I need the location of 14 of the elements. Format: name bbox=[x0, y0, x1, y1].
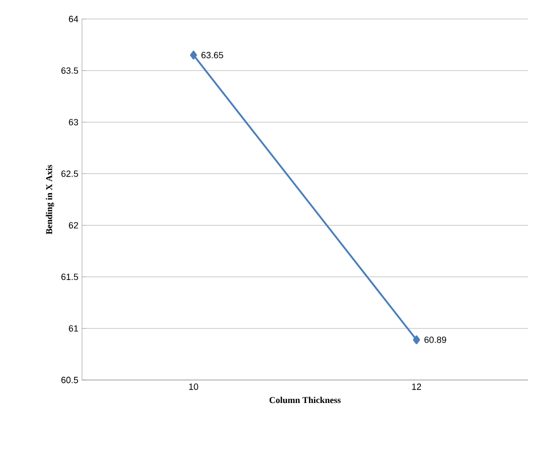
y-tick-label: 63 bbox=[68, 118, 78, 126]
y-tick-label: 61.5 bbox=[61, 274, 78, 280]
y-tick-label: 62.5 bbox=[61, 170, 78, 177]
y-tick-label: 63.5 bbox=[61, 67, 78, 74]
x-tick-label: 12 bbox=[412, 384, 422, 390]
y-tick-label: 61 bbox=[68, 325, 78, 332]
data-label: 60.89 bbox=[424, 336, 446, 343]
data-label: 63.65 bbox=[201, 52, 224, 58]
y-tick-label: 62 bbox=[68, 222, 78, 228]
y-tick-label: 64 bbox=[68, 16, 78, 22]
y-tick-label: 60.5 bbox=[61, 376, 78, 384]
x-axis-title: Column Thickness bbox=[270, 396, 341, 404]
y-axis-title: Bending in X Axis bbox=[46, 164, 54, 234]
x-tick-label: 10 bbox=[189, 384, 198, 390]
